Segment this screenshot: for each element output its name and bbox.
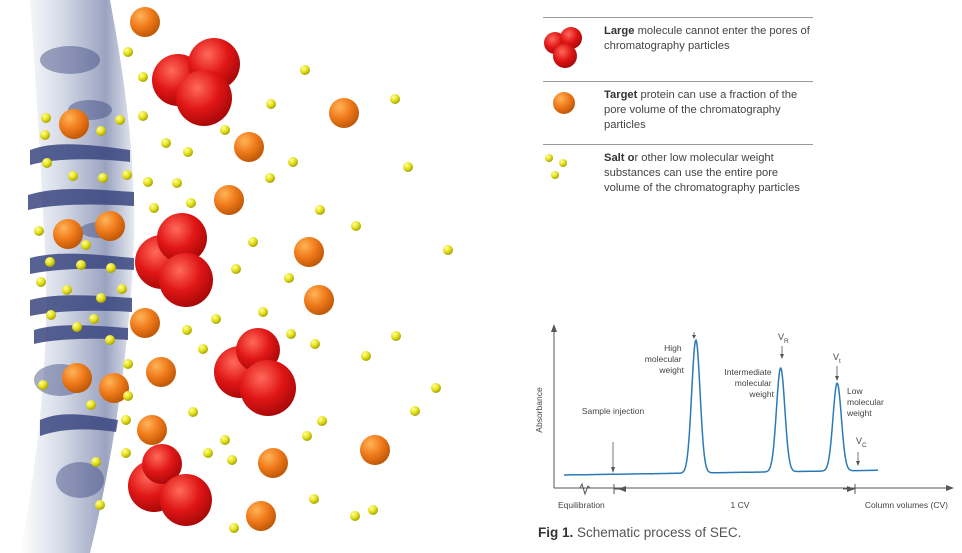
vc-arrowhead: [856, 461, 860, 466]
cv-arrow-left: [618, 486, 626, 492]
vt-arrowhead: [835, 376, 839, 381]
large-molecule: [128, 444, 212, 526]
sample-injection-label: Sample injection: [582, 406, 645, 416]
large-molecule-icon: [544, 27, 582, 68]
vr-arrowhead: [780, 354, 784, 359]
y-axis-arrow: [551, 324, 557, 332]
x-axis-label: Column volumes (CV): [865, 500, 948, 510]
legend-text-salt: Salt or other low molecular weight subst…: [604, 152, 800, 194]
vt-label: Vt: [833, 352, 841, 365]
sec-illustration: [20, 0, 453, 553]
salt-molecule-icon: [545, 154, 567, 179]
y-axis-label: Absorbance: [534, 387, 544, 433]
cv-label: 1 CV: [731, 500, 750, 510]
legend-text-large: Large molecule cannot enter the pores of…: [604, 25, 810, 52]
legend-item-target: Target protein can use a fraction of the…: [543, 81, 813, 144]
high-mw-label: High molecular weight: [645, 343, 685, 375]
legend: Large molecule cannot enter the pores of…: [543, 17, 813, 205]
vr-label: VR: [778, 332, 789, 345]
legend-item-salt: Salt or other low molecular weight subst…: [543, 144, 813, 205]
salt-molecules: [34, 47, 453, 533]
equilibration-label: Equilibration: [558, 500, 605, 510]
legend-item-large: Large molecule cannot enter the pores of…: [543, 17, 813, 81]
sec-chromatogram: Absorbance Column volumes (CV) Equilibra…: [534, 324, 954, 510]
large-molecule: [152, 38, 240, 126]
cv-arrow-right: [847, 486, 855, 492]
x-axis-arrow: [946, 485, 954, 491]
legend-text-target: Target protein can use a fraction of the…: [604, 89, 798, 131]
sample-injection-arrowhead: [611, 467, 615, 473]
figure-caption: Fig 1. Schematic process of SEC.: [538, 525, 742, 540]
target-proteins: [53, 7, 390, 531]
large-molecule: [214, 328, 296, 416]
large-molecules: [128, 38, 296, 526]
chromatography-bead: [20, 0, 135, 553]
large-molecule: [135, 213, 213, 307]
target-protein-icon: [553, 92, 575, 114]
low-mw-label: Low molecular weight: [846, 386, 886, 418]
intermediate-mw-label: Intermediate molecular weight: [724, 367, 774, 399]
chromatogram-line: [564, 338, 878, 476]
high-mw-arrowhead: [692, 335, 696, 339]
vc-label: VC: [856, 436, 867, 449]
